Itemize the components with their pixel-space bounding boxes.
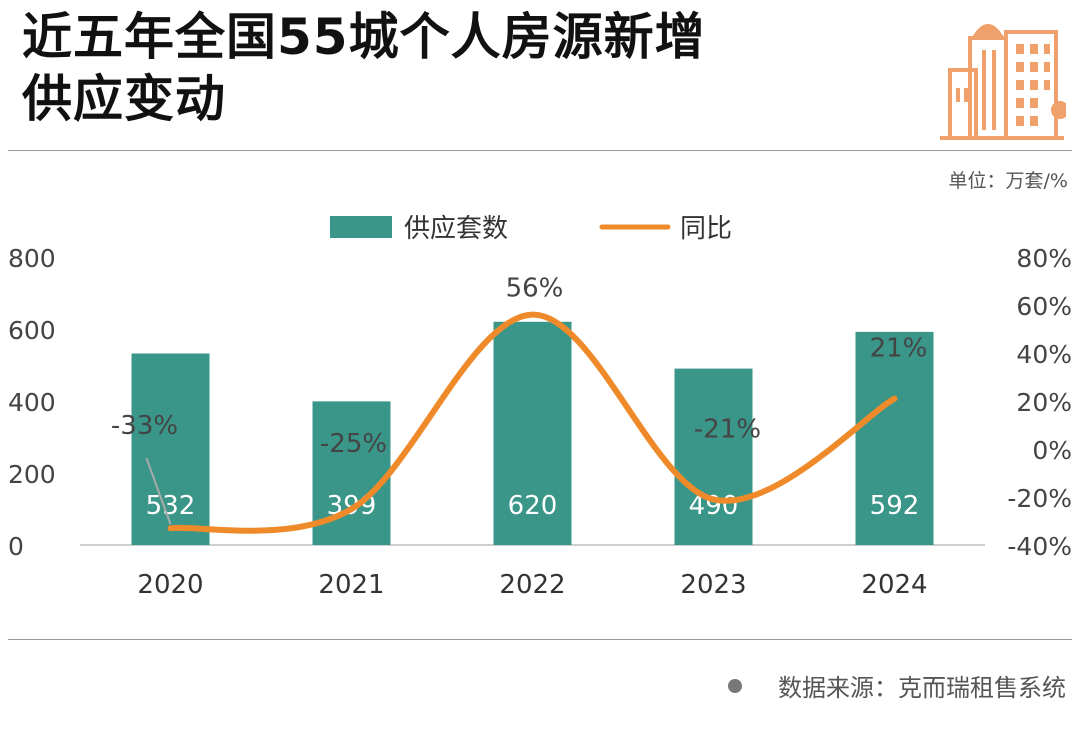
left-tick-label: 0 <box>8 532 24 561</box>
right-tick-label: 40% <box>1016 340 1072 369</box>
city-buildings-icon <box>940 24 1066 140</box>
x-tick-label: 2020 <box>137 570 203 600</box>
series-line <box>167 311 898 534</box>
legend-label-bar: 供应套数 <box>404 214 508 244</box>
left-tick-label: 800 <box>8 244 56 273</box>
x-tick-label: 2023 <box>680 570 746 600</box>
line-value-label: 56% <box>506 274 564 304</box>
line-value-label: -21% <box>694 414 761 444</box>
right-tick-label: 20% <box>1016 388 1072 417</box>
bar-value-label: 620 <box>508 491 558 521</box>
title-line-1: 近五年全国55城个人房源新增 <box>22 8 706 66</box>
bar <box>674 368 753 545</box>
bar-value-label: 592 <box>870 491 920 521</box>
unit-label: 单位：万套/% <box>948 170 1068 192</box>
header-divider <box>8 150 1072 151</box>
right-tick-label: -40% <box>1007 532 1072 561</box>
right-tick-label: 80% <box>1016 244 1072 273</box>
page-title: 近五年全国55城个人房源新增 供应变动 <box>22 6 706 130</box>
supply-chart: 供应套数 同比 0 200 400 600 800 -40% -20% 0% 20% 40% 60% 80… <box>8 214 1072 600</box>
line-value-label: 21% <box>870 334 928 364</box>
bullet-dot-icon <box>728 678 742 693</box>
bar-value-label: 490 <box>689 491 739 521</box>
x-tick-label: 2024 <box>861 570 927 600</box>
legend-label-line: 同比 <box>680 214 732 244</box>
legend-swatch-bar <box>330 216 392 238</box>
footer-divider <box>8 639 1072 640</box>
bar <box>493 321 572 545</box>
x-tick-label: 2022 <box>499 570 565 600</box>
line-value-label: -25% <box>320 429 387 459</box>
source-label: 数据来源：克而瑞租售系统 <box>778 674 1066 702</box>
bar <box>855 331 934 545</box>
bar-value-label: 532 <box>146 491 196 521</box>
left-tick-label: 400 <box>8 388 56 417</box>
bar <box>131 353 210 545</box>
right-tick-label: -20% <box>1007 484 1072 513</box>
x-tick-label: 2021 <box>318 570 384 600</box>
right-tick-label: 60% <box>1016 292 1072 321</box>
title-line-2: 供应变动 <box>22 70 226 128</box>
line-value-label: -33% <box>111 411 178 441</box>
label-leader-line <box>145 457 172 525</box>
right-tick-label: 0% <box>1032 436 1072 465</box>
left-tick-label: 200 <box>8 460 56 489</box>
left-tick-label: 600 <box>8 316 56 345</box>
source-note: 数据来源：克而瑞租售系统 <box>728 668 1066 703</box>
